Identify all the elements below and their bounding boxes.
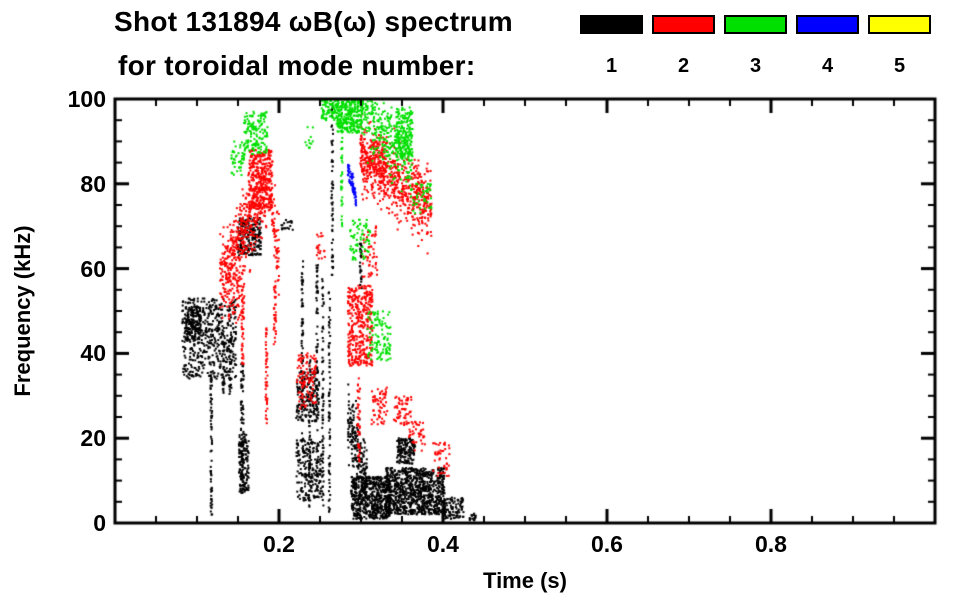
legend-mode-number-5: 5 [893,55,906,77]
legend-swatch-mode-1 [580,15,643,34]
legend-mode-numbers: 1 2 3 4 5 [580,55,931,78]
legend-swatch-mode-5 [868,15,931,34]
legend-swatch-mode-3 [724,15,787,34]
y-tick-label: 80 [80,170,106,197]
legend-swatch-mode-2 [652,15,715,34]
legend-swatches [580,15,931,34]
x-tick-label: 0.8 [755,531,787,557]
chart-subtitle: for toroidal mode number: [118,50,476,81]
y-tick-label: 100 [67,86,106,112]
legend-mode-number-2: 2 [677,55,690,77]
x-tick-label: 0.6 [591,531,623,557]
y-tick-label: 60 [80,255,106,282]
y-tick-label: 20 [80,425,106,452]
x-axis-label: Time (s) [483,568,567,593]
x-tick-label: 0.4 [427,531,459,557]
legend-swatch-mode-4 [796,15,859,34]
legend-mode-number-4: 4 [821,55,834,77]
legend-mode-number-3: 3 [749,55,762,77]
chart-title: Shot 131894 ωB(ω) spectrum [114,6,513,37]
y-tick-label: 0 [93,510,106,536]
x-tick-label: 0.2 [263,531,295,557]
y-axis-label: Frequency (kHz) [10,225,35,397]
legend-mode-number-1: 1 [605,55,618,77]
y-tick-label: 40 [80,340,106,367]
